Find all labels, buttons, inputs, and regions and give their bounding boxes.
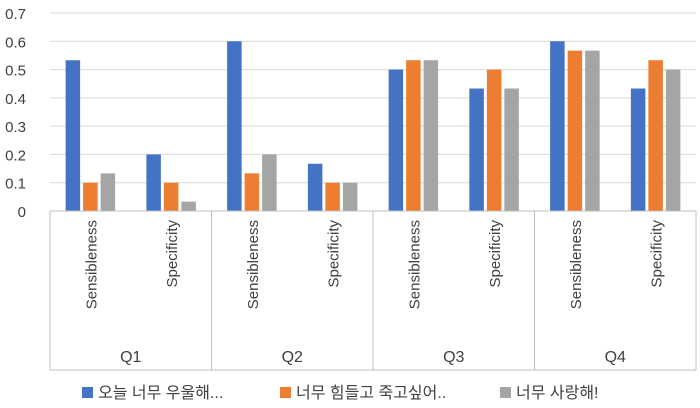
x-tick-label: Sensibleness <box>568 220 585 309</box>
bar <box>227 41 242 212</box>
y-tick-label: 0.4 <box>5 91 26 108</box>
x-tick-label: Specificity <box>164 220 181 288</box>
bar <box>567 50 583 212</box>
x-tick-label: Sensibleness <box>83 220 100 309</box>
legend-swatch <box>500 387 511 398</box>
group-label: Q1 <box>120 349 141 366</box>
y-tick-label: 0.5 <box>5 63 26 80</box>
y-tick-label: 0 <box>18 204 26 221</box>
bar <box>181 201 196 211</box>
x-tick-label: Specificity <box>487 220 504 288</box>
bar <box>325 182 340 211</box>
bar <box>648 60 663 211</box>
legend: 오늘 너무 우울해... 너무 힘들고 죽고싶어.. 너무 사랑해! <box>82 384 599 402</box>
legend-label: 너무 힘들고 죽고싶어.. <box>296 384 446 402</box>
bar <box>262 154 277 211</box>
group-label: Q3 <box>443 349 464 366</box>
bar <box>307 163 323 211</box>
bar <box>486 69 502 211</box>
group-label: Q2 <box>282 349 303 366</box>
bar <box>406 60 421 211</box>
y-tick-label: 0.6 <box>5 34 26 51</box>
bar <box>146 154 161 211</box>
x-tick-label: Specificity <box>326 220 343 288</box>
x-axis: Sensibleness Specificity Q1 Sensibleness Spe… <box>49 210 697 371</box>
bar <box>550 41 565 212</box>
legend-label: 너무 사랑해! <box>516 384 599 402</box>
x-tick-label: Specificity <box>649 220 666 288</box>
bar <box>163 182 179 211</box>
y-tick-label: 0.3 <box>5 119 26 136</box>
bar <box>342 182 358 211</box>
y-tick-label: 0.7 <box>5 6 26 23</box>
bar <box>100 173 116 211</box>
bar <box>423 60 439 211</box>
x-tick-label: Sensibleness <box>406 220 423 309</box>
y-tick-label: 0.2 <box>5 147 26 164</box>
y-tick-label: 0.1 <box>5 176 26 193</box>
legend-label: 오늘 너무 우울해... <box>98 384 223 402</box>
y-axis: 0 0.1 0.2 0.3 0.4 0.5 0.6 0.7 <box>5 6 26 221</box>
bars <box>65 41 681 212</box>
bar <box>630 88 646 211</box>
group-label: Q4 <box>605 349 626 366</box>
legend-swatch <box>82 387 93 398</box>
bar <box>388 69 404 211</box>
bar <box>65 60 81 211</box>
bar <box>469 88 484 211</box>
x-tick-label: Sensibleness <box>245 220 262 309</box>
bar <box>665 69 681 211</box>
bar <box>504 88 519 211</box>
bar <box>244 173 260 211</box>
bar <box>83 182 98 211</box>
legend-swatch <box>280 387 291 398</box>
bar <box>585 50 600 212</box>
